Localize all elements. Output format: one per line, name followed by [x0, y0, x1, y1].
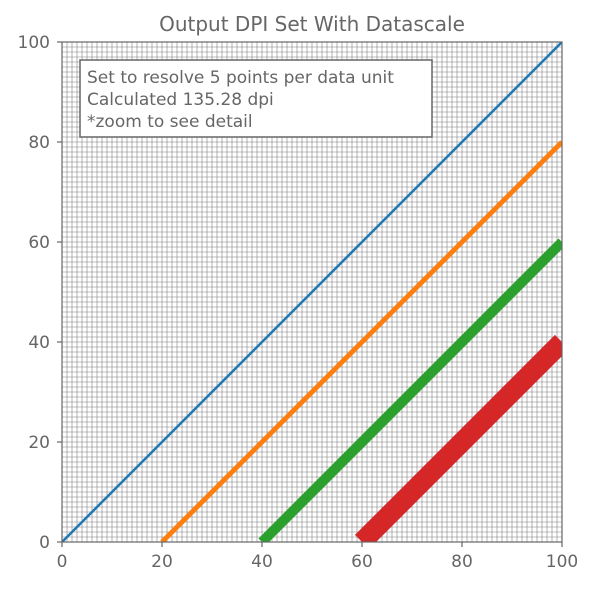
x-tick-label: 80 — [451, 552, 473, 572]
tick-layer: 0 20 40 60 80 100 0 20 40 60 80 100 — [18, 33, 579, 572]
y-tick-label: 0 — [39, 533, 50, 553]
series-line-4 — [354, 334, 562, 542]
x-tick-label: 60 — [351, 552, 373, 572]
y-tick-label: 60 — [28, 233, 50, 253]
x-tick-label: 40 — [251, 552, 273, 572]
series-layer — [62, 42, 562, 542]
plot-frame — [61, 41, 563, 543]
series-line-3 — [258, 238, 562, 542]
y-tick-label: 80 — [28, 133, 50, 153]
annotation-box: Set to resolve 5 points per data unit Ca… — [79, 59, 433, 138]
annotation-box-frame — [79, 59, 433, 138]
x-tick-label: 100 — [546, 552, 578, 572]
x-tick-label: 20 — [151, 552, 173, 572]
y-tick-label: 20 — [28, 433, 50, 453]
annotation-line-3: *zoom to see detail — [87, 112, 253, 132]
y-tick-label: 40 — [28, 333, 50, 353]
chart-title: Output DPI Set With Datascale — [159, 12, 465, 36]
annotation-line-2: Calculated 135.28 dpi — [87, 90, 274, 110]
series-line-2 — [160, 140, 562, 542]
annotation-line-1: Set to resolve 5 points per data unit — [87, 68, 394, 88]
series-line-1 — [62, 42, 562, 542]
y-tick-label: 100 — [18, 33, 50, 53]
x-tick-label: 0 — [57, 552, 68, 572]
